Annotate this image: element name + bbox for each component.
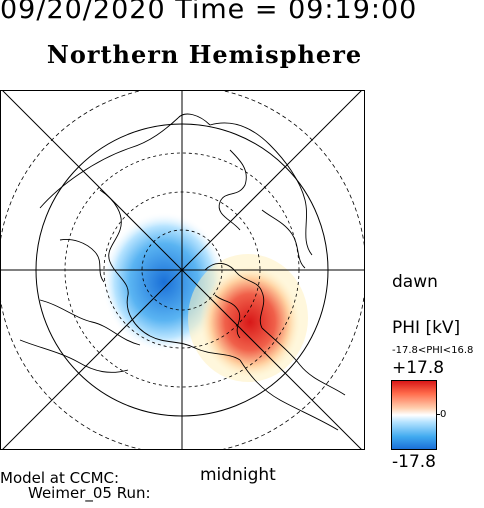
colorbar (391, 380, 437, 450)
map-title: Northern Hemisphere (46, 40, 363, 69)
polar-map (0, 90, 365, 450)
midnight-label: midnight (200, 465, 276, 485)
coastlines (19, 113, 346, 431)
colorbar-range: -17.8<PHI<16.8 (392, 345, 474, 356)
meridian-lines (0, 90, 365, 450)
colorbar-min-label: -17.8 (392, 452, 436, 472)
dawn-label: dawn (392, 272, 438, 292)
run-label: Weimer_05 Run: (28, 484, 151, 502)
positive-potential-cell (200, 266, 300, 378)
date-time-header: 09/20/2020 Time = 09:19:00 (0, 0, 418, 25)
colorbar-zero-tick (436, 414, 440, 415)
colorbar-zero-label: 0 (440, 409, 447, 420)
model-label: Model at CCMC: (0, 469, 120, 487)
colorbar-max-label: +17.8 (392, 358, 445, 378)
colorbar-title: PHI [kV] (392, 318, 461, 338)
